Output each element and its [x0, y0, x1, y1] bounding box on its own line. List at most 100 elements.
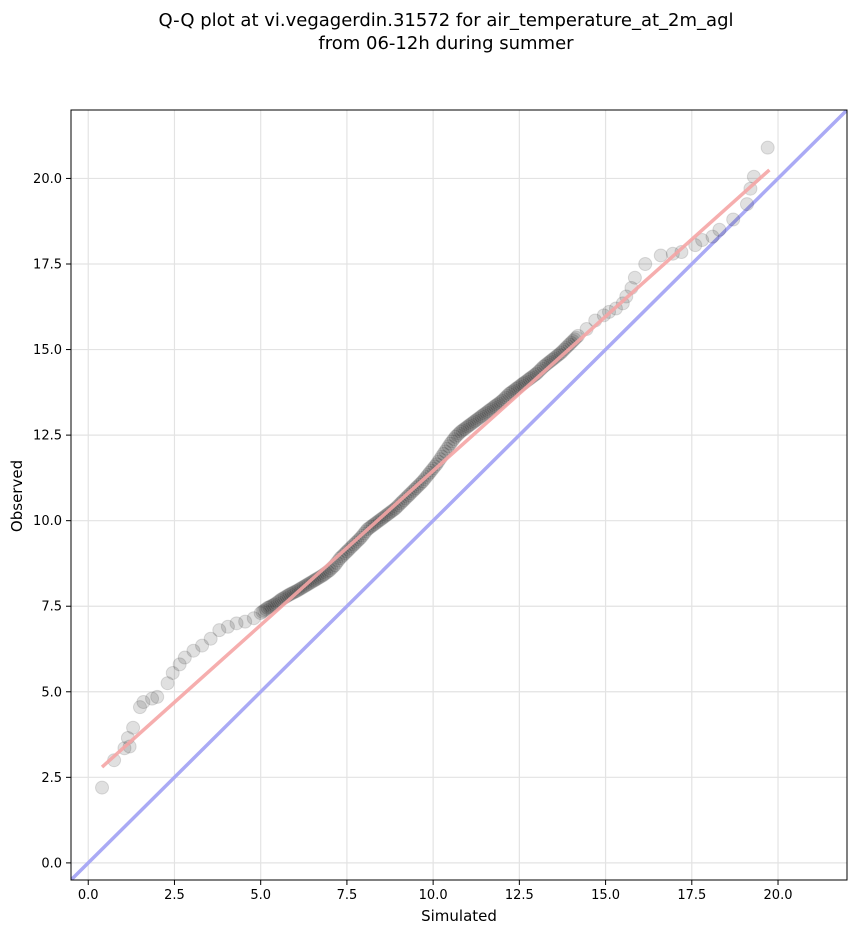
data-point-dense	[383, 505, 398, 520]
data-point	[165, 665, 180, 680]
data-point	[220, 619, 235, 634]
data-point-dense	[483, 402, 498, 417]
data-point-dense	[477, 406, 492, 421]
data-point	[481, 404, 496, 419]
data-point-dense	[345, 539, 360, 554]
data-point	[172, 657, 187, 672]
plot-area	[71, 110, 847, 880]
data-point	[203, 631, 218, 646]
data-point	[132, 700, 147, 715]
y-tick-label: 0.0	[41, 856, 62, 871]
data-point	[126, 720, 141, 735]
y-tick-label: 7.5	[41, 600, 62, 615]
data-point	[627, 270, 642, 285]
grid-lines	[71, 110, 847, 880]
y-tick-label: 10.0	[33, 514, 62, 529]
data-point-dense	[458, 420, 473, 435]
data-point	[638, 257, 653, 271]
y-axis-ticks: 0.0 2.5 5.0 7.5 10.0 12.5 15.0 17.5 20.0	[33, 172, 71, 871]
data-point-dense	[455, 423, 470, 438]
data-point	[260, 600, 275, 615]
data-point	[253, 606, 268, 621]
data-point-dense	[450, 428, 465, 443]
identity-line	[71, 110, 847, 880]
data-point-dense	[393, 496, 408, 511]
data-point-dense	[484, 401, 499, 416]
x-tick-label: 2.5	[164, 888, 185, 903]
data-point-dense	[257, 603, 272, 618]
data-point-dense	[258, 602, 273, 617]
axes-frame	[70, 109, 848, 881]
data-point	[346, 537, 361, 552]
data-point	[150, 689, 165, 704]
data-point-dense	[446, 432, 461, 447]
y-axis-label: Observed	[8, 460, 26, 532]
data-point	[395, 494, 410, 509]
data-point	[695, 233, 710, 248]
data-point	[136, 695, 151, 710]
data-point-dense	[472, 410, 487, 425]
data-point-dense	[396, 493, 411, 508]
data-point-dense	[398, 491, 413, 506]
data-point-dense	[489, 397, 504, 412]
data-point	[712, 222, 727, 237]
data-point-dense	[445, 434, 460, 449]
data-point	[443, 436, 458, 451]
data-point-dense	[343, 541, 358, 556]
y-tick-label: 5.0	[41, 685, 62, 700]
chart-title: Q-Q plot at vi.vegagerdin.31572 for air_…	[159, 10, 734, 54]
data-point	[705, 229, 720, 244]
data-point	[195, 638, 210, 653]
data-point-dense	[262, 600, 277, 615]
data-point	[474, 409, 489, 424]
data-point	[596, 308, 611, 323]
data-point	[488, 399, 503, 414]
x-tick-label: 0.0	[78, 888, 99, 903]
data-point	[177, 650, 192, 665]
y-tick-label: 17.5	[33, 258, 62, 273]
y-tick-label: 12.5	[33, 429, 62, 444]
data-point-dense	[452, 426, 466, 441]
data-point-dense	[476, 408, 491, 423]
y-tick-label: 20.0	[33, 172, 62, 187]
x-tick-label: 10.0	[419, 888, 448, 903]
x-tick-label: 5.0	[250, 888, 271, 903]
data-point	[760, 140, 775, 155]
data-point-dense	[255, 604, 270, 619]
data-point-dense	[439, 441, 454, 456]
chart-title-line-1: Q-Q plot at vi.vegagerdin.31572 for air_…	[159, 10, 734, 31]
data-point-dense	[265, 598, 280, 613]
data-point-dense	[286, 585, 301, 600]
data-point	[186, 643, 201, 658]
data-point-dense	[341, 542, 356, 557]
data-point	[238, 614, 253, 629]
data-point-dense	[427, 459, 442, 474]
data-point	[726, 212, 741, 227]
x-tick-label: 7.5	[337, 888, 358, 903]
data-point	[453, 424, 468, 439]
data-point-dense	[441, 439, 456, 454]
data-point-dense	[400, 489, 415, 504]
chart-title-line-2: from 06-12h during summer	[318, 33, 574, 54]
data-point-dense	[486, 400, 501, 415]
data-point	[674, 245, 689, 260]
y-tick-label: 15.0	[33, 343, 62, 358]
data-point	[448, 429, 463, 444]
x-tick-label: 20.0	[764, 888, 793, 903]
data-point	[502, 387, 517, 402]
y-tick-label: 2.5	[41, 771, 62, 786]
x-tick-label: 12.5	[505, 888, 534, 903]
x-tick-label: 15.0	[591, 888, 620, 903]
data-point	[381, 506, 396, 521]
data-point	[460, 419, 475, 434]
data-point	[688, 238, 703, 253]
x-axis-label: Simulated	[421, 907, 497, 925]
data-point-dense	[470, 411, 485, 426]
data-point-dense	[264, 599, 279, 614]
data-point-dense	[464, 416, 479, 431]
data-point-dense	[469, 413, 484, 428]
fit-line	[100, 168, 771, 769]
data-point-dense	[462, 418, 477, 433]
data-point	[467, 414, 482, 429]
